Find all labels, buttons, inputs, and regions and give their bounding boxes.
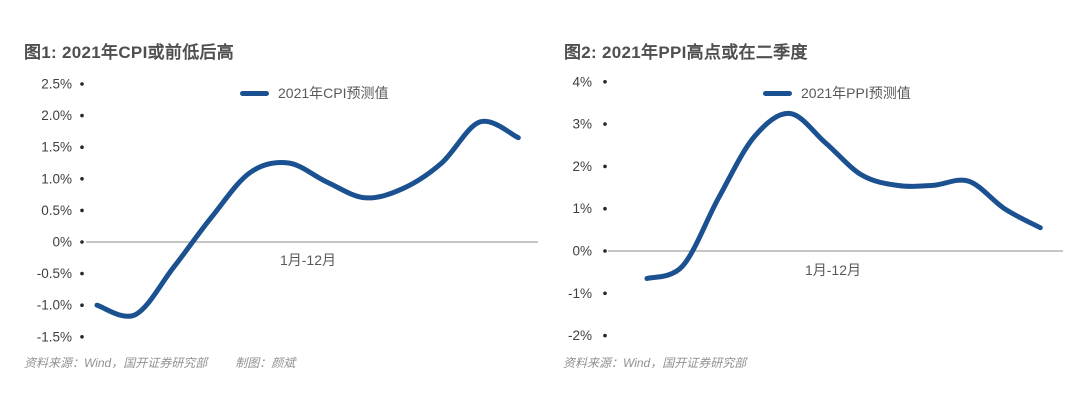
y-tick-label: -1.0% xyxy=(37,298,72,313)
y-tick-label: 2.5% xyxy=(41,77,72,92)
chart-title-ppi: 图2: 2021年PPI高点或在二季度 xyxy=(564,43,808,62)
y-tick-dot xyxy=(80,208,84,213)
y-tick-dot xyxy=(603,80,607,84)
legend-label: 2021年CPI预测值 xyxy=(278,85,389,101)
chart-panel-ppi: 图2: 2021年PPI高点或在二季度 4% 3% 2% 1% 0% -1% -2% 202… xyxy=(540,0,1080,414)
ppi-line-chart: 4% 3% 2% 1% 0% -1% -2% xyxy=(568,74,1063,343)
y-tick-dot xyxy=(603,249,607,253)
credit-text: 制图：颜斌 xyxy=(235,356,296,370)
legend-line-swatch xyxy=(763,90,792,96)
y-tick-dot xyxy=(80,82,84,86)
cpi-line-chart: 2.5% 2.0% 1.5% 1.0% 0.5% 0% -0.5% -1.0% -1.5% xyxy=(37,77,538,344)
source-text: 资料来源：Wind，国开证券研究部 xyxy=(24,356,208,370)
forecast-line xyxy=(644,110,1043,281)
y-tick-dot xyxy=(80,113,84,118)
y-tick-label: 1.0% xyxy=(41,171,72,186)
y-tick-label: 0% xyxy=(572,244,592,259)
y-tick-dot xyxy=(603,333,607,338)
y-tick-dot xyxy=(603,206,607,211)
x-axis-label: 1月-12月 xyxy=(279,252,337,268)
y-tick-dot xyxy=(80,271,84,276)
y-tick-dot xyxy=(80,303,84,308)
legend-line-swatch xyxy=(240,90,269,96)
y-tick-label: 4% xyxy=(572,74,592,89)
y-tick-dot xyxy=(80,177,84,181)
y-tick-label: -2% xyxy=(568,328,592,343)
y-tick-dot xyxy=(603,291,607,296)
y-tick-label: 2.0% xyxy=(41,108,72,123)
y-tick-label: 2% xyxy=(572,159,592,174)
legend-cpi: 2021年CPI预测值 xyxy=(240,83,388,103)
legend-ppi: 2021年PPI预测值 xyxy=(763,83,911,103)
legend-label: 2021年PPI预测值 xyxy=(801,85,911,101)
y-tick-label: -0.5% xyxy=(37,266,72,281)
y-tick-label: -1% xyxy=(568,286,592,301)
source-text: 资料来源：Wind，国开证券研究部 xyxy=(563,356,747,370)
y-tick-label: 1% xyxy=(572,201,592,216)
y-tick-label: 1.5% xyxy=(41,140,72,155)
x-axis-label: 1月-12月 xyxy=(804,262,862,278)
source-note: 资料来源：Wind，国开证券研究部 制图：颜斌 xyxy=(24,354,295,371)
source-note: 资料来源：Wind，国开证券研究部 xyxy=(563,354,774,371)
y-tick-label: 0% xyxy=(52,235,72,250)
forecast-line xyxy=(94,118,521,319)
y-tick-dot xyxy=(80,145,84,149)
y-tick-dot xyxy=(80,335,84,339)
y-tick-label: -1.5% xyxy=(37,329,72,344)
y-tick-label: 0.5% xyxy=(41,203,72,218)
y-tick-dot xyxy=(603,164,607,169)
y-tick-dot xyxy=(603,122,607,126)
chart-title-cpi: 图1: 2021年CPI或前低后高 xyxy=(24,43,235,62)
y-tick-dot xyxy=(80,240,84,244)
y-tick-label: 3% xyxy=(572,117,592,132)
chart-panel-cpi: 图1: 2021年CPI或前低后高 2.5% 2.0% 1.5% 1.0% 0.5% 0%… xyxy=(24,43,538,371)
